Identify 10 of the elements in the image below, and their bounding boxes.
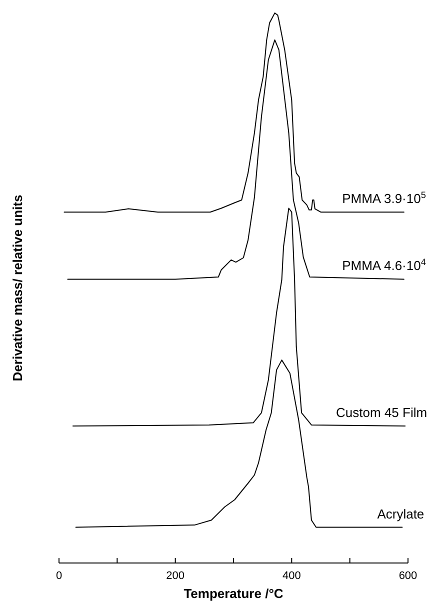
series-label: Acrylate — [377, 506, 424, 522]
x-axis-title: Temperature /°C — [184, 586, 284, 601]
series-label: PMMA 4.6·10$^{4}$ — [342, 257, 426, 274]
x-tick-label: 200 — [166, 570, 185, 582]
series-label: PMMA 3.9·10$^{5}$ — [342, 190, 426, 206]
x-tick-label: 600 — [398, 570, 418, 582]
x-tick-label: 400 — [282, 570, 301, 582]
x-tick-label: 0 — [56, 570, 62, 582]
y-axis-title: Derivative mass/ relative units — [10, 194, 25, 382]
series-label: Custom 45 Film — [336, 405, 428, 420]
